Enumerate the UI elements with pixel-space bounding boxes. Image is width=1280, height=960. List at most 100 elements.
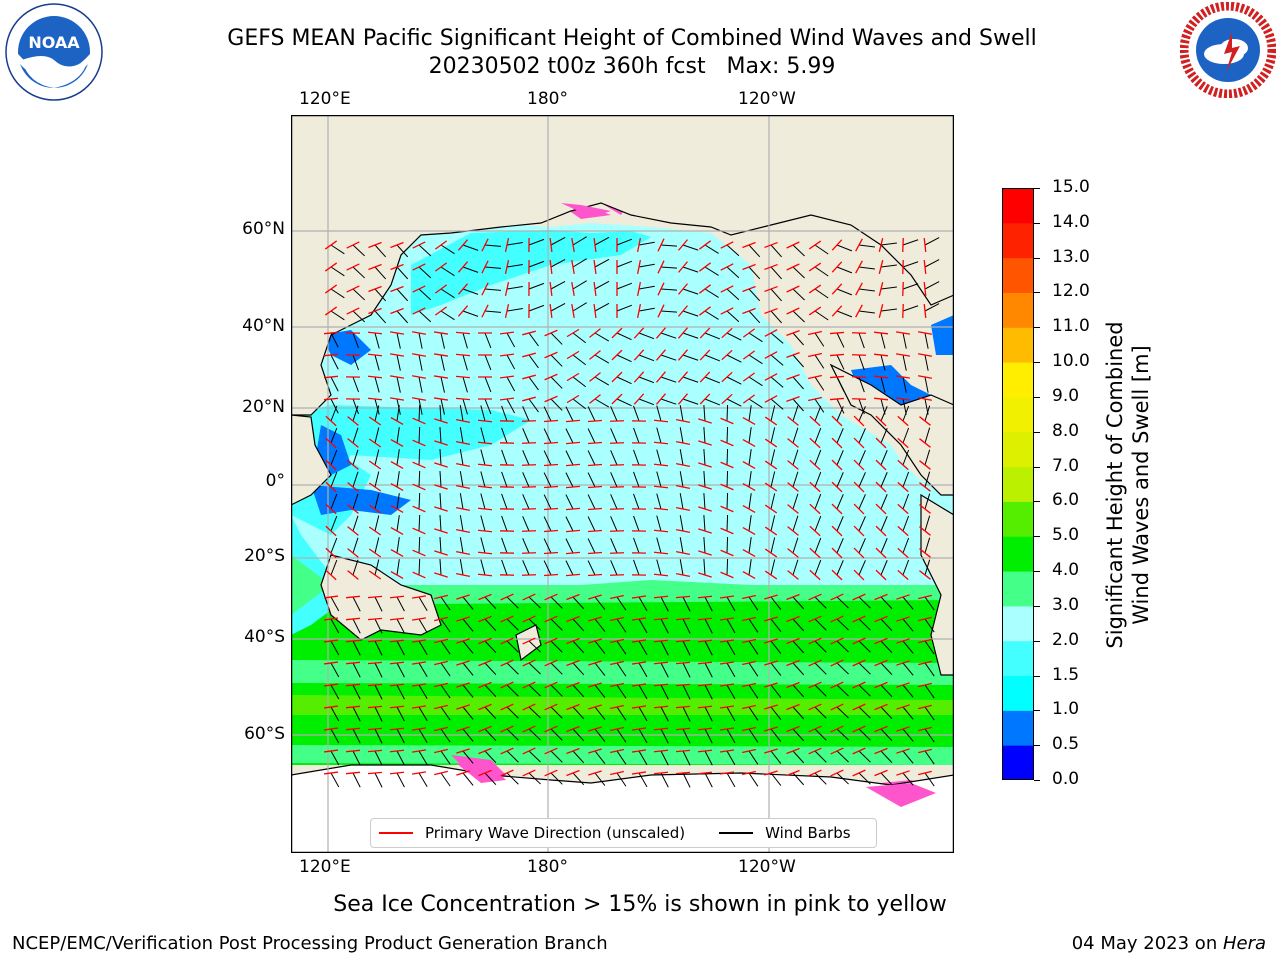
wind-barb: [330, 750, 340, 766]
wind-barb: [726, 376, 742, 385]
wave-direction-arrow: [786, 637, 800, 645]
wave-direction-arrow: [411, 683, 427, 687]
wind-barb: [484, 244, 501, 247]
wave-direction-arrow: [522, 637, 536, 645]
wind-barb: [330, 640, 340, 656]
wind-barb: [770, 750, 782, 764]
wave-direction-arrow: [522, 352, 536, 358]
wind-barb: [330, 493, 338, 510]
wave-direction-arrow: [742, 594, 756, 600]
wave-direction-arrow: [831, 503, 843, 515]
wind-barb: [682, 640, 691, 656]
wind-barb: [858, 538, 866, 554]
wind-barb: [814, 706, 827, 719]
wind-barb: [572, 258, 587, 268]
wind-barb: [528, 304, 545, 312]
wave-direction-arrow: [456, 550, 470, 556]
wave-direction-arrow: [919, 548, 931, 558]
wind-barb: [880, 406, 888, 422]
wave-direction-and-wind-barbs: [323, 236, 940, 788]
wave-direction-arrow: [742, 417, 756, 425]
wind-barb: [633, 493, 640, 510]
wind-barb: [726, 536, 729, 554]
wind-barb: [418, 706, 428, 722]
wind-barb: [352, 662, 361, 678]
wind-barb: [506, 684, 519, 697]
wind-barb: [704, 244, 719, 254]
wave-direction-arrow: [478, 747, 492, 755]
wave-direction-arrow: [411, 749, 427, 753]
colorbar: [1002, 188, 1034, 780]
wave-direction-arrow: [411, 639, 427, 643]
wave-direction-arrow: [611, 393, 623, 405]
wind-barb: [792, 596, 805, 610]
wave-direction-arrow: [587, 485, 603, 489]
wind-barb: [374, 398, 380, 415]
wind-barb: [462, 310, 479, 317]
wave-direction-arrow: [565, 441, 581, 445]
wind-barb: [480, 515, 486, 532]
wave-direction-arrow: [855, 282, 863, 296]
wave-direction-arrow: [368, 504, 382, 514]
wind-barb: [770, 471, 776, 488]
wind-barb: [543, 472, 552, 488]
wave-direction-arrow: [873, 375, 889, 379]
wind-barb: [550, 684, 563, 697]
wind-barb: [726, 750, 736, 766]
wave-direction-arrow: [610, 594, 624, 600]
wind-barb: [660, 728, 669, 744]
wind-barb: [506, 308, 523, 312]
wave-direction-arrow: [457, 305, 469, 317]
wave-direction-arrow: [678, 283, 688, 295]
wave-direction-arrow: [808, 725, 822, 733]
wind-barb: [633, 471, 640, 488]
wave-direction-arrow: [786, 703, 800, 711]
wind-barb: [748, 405, 752, 422]
wave-direction-arrow: [698, 462, 712, 468]
wave-direction-arrow: [787, 416, 799, 426]
wind-barb: [459, 537, 464, 554]
wind-barb: [528, 260, 545, 268]
colorbar-tick-label: 11.0: [1052, 316, 1090, 337]
wave-direction-arrow: [456, 572, 470, 578]
wave-direction-arrow: [720, 285, 734, 293]
wind-barb: [396, 288, 409, 302]
wave-direction-arrow: [610, 704, 624, 710]
wave-direction-arrow: [699, 349, 711, 361]
colorbar-tick: [1034, 257, 1040, 259]
wave-direction-arrow: [742, 372, 756, 382]
wave-direction-arrow: [678, 239, 688, 251]
wave-direction-arrow: [831, 459, 843, 471]
wind-barb: [748, 471, 752, 488]
wave-direction-arrow: [367, 595, 383, 599]
wind-barb: [587, 494, 596, 510]
wave-direction-arrow: [324, 240, 338, 250]
wind-barb: [880, 428, 888, 444]
wind-barb: [439, 449, 442, 466]
wave-direction-arrow: [347, 460, 359, 470]
wind-barb: [528, 596, 541, 609]
wind-barb: [836, 376, 845, 392]
colorbar-segment: [1002, 431, 1034, 468]
wave-direction-arrow: [742, 638, 756, 644]
wind-barb: [550, 398, 563, 411]
wave-direction-arrow: [764, 770, 778, 776]
wave-direction-arrow: [720, 527, 734, 535]
wave-direction-arrow: [609, 442, 625, 444]
wind-barb: [902, 332, 907, 349]
wind-barb: [682, 618, 691, 634]
wave-direction-arrow: [457, 283, 469, 295]
colorbar-tick-label: 7.0: [1052, 455, 1080, 476]
lat-label-40n: 40°N: [242, 316, 285, 336]
wind-barb: [506, 640, 519, 653]
wind-barb: [374, 515, 380, 532]
wind-barb: [748, 493, 752, 510]
lon-label-bottom-120e: 120°E: [299, 857, 351, 877]
wave-direction-arrow: [500, 615, 514, 623]
wave-direction-arrow: [543, 573, 559, 577]
wave-direction-arrow: [588, 726, 602, 732]
wind-barb: [814, 559, 822, 576]
wind-barb: [522, 538, 530, 554]
wave-direction-arrow: [742, 726, 756, 732]
wave-direction-arrow: [631, 617, 647, 621]
